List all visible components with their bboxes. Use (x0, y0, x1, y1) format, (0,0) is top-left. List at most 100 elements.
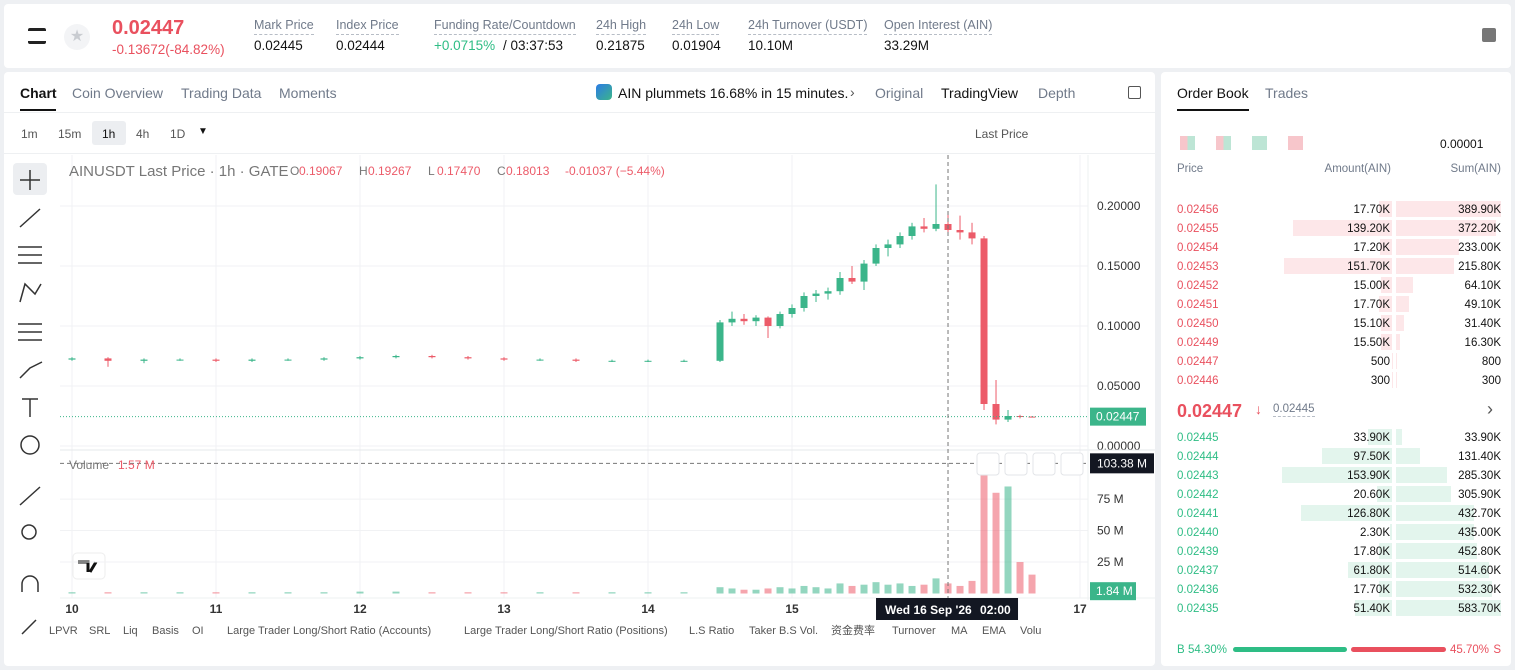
volume-bar (788, 588, 796, 594)
indicator[interactable]: SRL (89, 625, 111, 637)
x-tick-label: 13 (497, 602, 511, 616)
ob-price[interactable]: 0.02451 (1177, 299, 1219, 311)
ob-price[interactable]: 0.02437 (1177, 565, 1219, 577)
ob-view-icon[interactable] (1288, 136, 1303, 150)
interval[interactable]: 4h (136, 127, 150, 141)
volume-bar (464, 592, 472, 594)
indicator[interactable]: Taker B.S Vol. (749, 625, 819, 637)
indicator[interactable]: MA (951, 625, 968, 637)
candle-body (212, 359, 220, 361)
indicator[interactable]: L.S Ratio (689, 625, 735, 637)
indicator[interactable]: Volu (1020, 625, 1042, 637)
news[interactable]: AIN plummets 16.68% in 15 minutes. (618, 85, 849, 101)
tab[interactable]: Chart (20, 85, 57, 101)
ob-price[interactable]: 0.02441 (1177, 508, 1219, 520)
interval[interactable]: 15m (58, 127, 82, 141)
indicator[interactable]: OI (192, 625, 204, 637)
sum-bar (1396, 334, 1401, 350)
zoom-tool[interactable] (21, 524, 37, 540)
line-tool[interactable] (19, 208, 41, 228)
fib-tool[interactable] (18, 323, 42, 341)
ob-price[interactable]: 0.02446 (1177, 375, 1219, 387)
interval[interactable]: 1m (21, 127, 38, 141)
ob-price[interactable]: 0.02443 (1177, 470, 1219, 482)
ob-more[interactable]: › (1487, 399, 1493, 419)
tab[interactable]: Coin Overview (72, 85, 164, 101)
ob-sum: 514.60K (1458, 565, 1501, 577)
volume-title: Volume (69, 458, 109, 472)
volume-bar (932, 578, 940, 594)
view-tab[interactable]: Original (875, 85, 924, 101)
volume-bar (428, 592, 436, 594)
channel-tool[interactable] (18, 246, 42, 264)
ob-price[interactable]: 0.02435 (1177, 603, 1219, 615)
window-icon[interactable] (1128, 86, 1141, 99)
interval[interactable]: 1D (170, 127, 186, 141)
candle-body (320, 358, 328, 360)
indicator[interactable]: Basis (152, 625, 179, 637)
tab[interactable]: Trading Data (181, 85, 262, 101)
ob-price[interactable]: 0.02453 (1177, 261, 1219, 273)
indicator[interactable]: Turnover (892, 625, 936, 637)
stat-value: +0.0715% (434, 38, 496, 53)
ob-price[interactable]: 0.02456 (1177, 204, 1219, 216)
ob-price[interactable]: 0.02439 (1177, 546, 1219, 558)
ob-price[interactable]: 0.02455 (1177, 223, 1219, 235)
pane-button (1060, 452, 1084, 476)
indicator[interactable]: Liq (123, 625, 138, 637)
sum-bar (1396, 486, 1452, 502)
ob-view-icon[interactable] (1180, 136, 1195, 150)
ob-price[interactable]: 0.02450 (1177, 318, 1219, 330)
plot: 0.00000 0.05000 0.10000 0.15000 0.20000 25 M 5… (60, 155, 1155, 620)
text-tool[interactable] (22, 398, 38, 417)
brush-tool[interactable] (19, 361, 43, 379)
pencil-tool[interactable] (21, 619, 37, 635)
emoji-tool[interactable] (20, 435, 40, 455)
header-icon[interactable] (1482, 28, 1496, 42)
indicator[interactable]: Large Trader Long/Short Ratio (Accounts) (227, 625, 432, 637)
view-tab[interactable]: TradingView (941, 85, 1019, 101)
price-type[interactable]: Last Price (975, 127, 1029, 141)
ob-price[interactable]: 0.02445 (1177, 432, 1219, 444)
sum-bar (1396, 296, 1410, 312)
ob-price[interactable]: 0.02452 (1177, 280, 1219, 292)
crosshair-tool[interactable] (20, 170, 40, 190)
ob-price[interactable]: 0.02440 (1177, 527, 1219, 539)
ob-price[interactable]: 0.02454 (1177, 242, 1219, 254)
menu-icon[interactable] (28, 28, 46, 44)
view-tab[interactable]: Depth (1038, 85, 1076, 101)
sum-bar (1396, 524, 1475, 540)
indicator[interactable]: 资金费率 (831, 625, 875, 637)
favorite-star[interactable]: ★ (64, 24, 90, 50)
ob-price[interactable]: 0.02449 (1177, 337, 1219, 349)
candle-body (572, 359, 580, 361)
candle-body (824, 291, 832, 294)
indicator[interactable]: Large Trader Long/Short Ratio (Positions… (464, 625, 668, 637)
stat-value: 0.02444 (336, 38, 385, 53)
ob-precision[interactable]: 0.00001 (1440, 137, 1484, 151)
vol-tag (1090, 582, 1136, 601)
amount-bar (1347, 562, 1392, 578)
ob-price[interactable]: 0.02444 (1177, 451, 1219, 463)
pattern-tool[interactable] (19, 282, 42, 303)
ob-tab-underline (1177, 109, 1249, 111)
x-tick-label: 11 (210, 602, 223, 616)
x-tick-label: 12 (353, 602, 367, 616)
indicator[interactable]: EMA (982, 625, 1006, 637)
ob-view-icon[interactable] (1252, 136, 1267, 150)
ob-tab[interactable]: Trades (1265, 85, 1309, 101)
ob-price[interactable]: 0.02442 (1177, 489, 1219, 501)
ob-tab[interactable]: Order Book (1177, 85, 1249, 101)
ob-amount: 20.60K (1353, 489, 1390, 501)
ob-price[interactable]: 0.02447 (1177, 356, 1219, 368)
indicator[interactable]: LPVR (49, 625, 78, 637)
tab[interactable]: Moments (279, 85, 337, 101)
ob-price[interactable]: 0.02436 (1177, 584, 1219, 596)
ruler-tool[interactable] (19, 486, 41, 506)
ob-view-icon[interactable] (1216, 136, 1231, 150)
magnet-tool[interactable] (21, 575, 39, 592)
interval[interactable]: 1h (102, 127, 116, 141)
ob-arrow: ↓ (1255, 401, 1262, 417)
crosshair-tag (1090, 453, 1154, 474)
